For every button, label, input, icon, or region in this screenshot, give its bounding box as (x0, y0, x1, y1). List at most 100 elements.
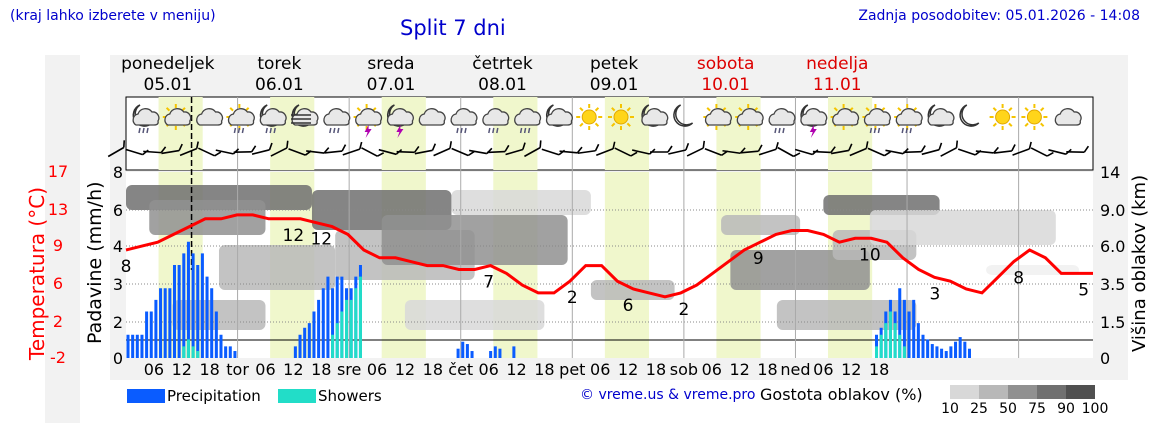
cloud-density-region (404, 300, 545, 330)
wind-barb (107, 140, 126, 158)
x-tick-label: 06 (590, 360, 610, 379)
copyright-link[interactable]: © vreme.us & vreme.pro (580, 387, 756, 403)
precipitation-bar (916, 323, 920, 358)
rain-drop (337, 127, 340, 134)
wind-barb (342, 141, 363, 156)
temperature-value-label: 12 (283, 226, 305, 246)
wind-barb-shaft (414, 149, 433, 155)
cloud-height-tick-label: 6.0 (1100, 237, 1125, 256)
wind-barb-shaft (777, 146, 794, 158)
temperature-value-label: 8 (121, 257, 132, 277)
cloud-rain-icon (450, 108, 478, 134)
cloud-shape (545, 108, 573, 126)
cloud-height-tick-label: 14 (1100, 163, 1120, 182)
showers-bar (884, 323, 888, 358)
night-cloud-icon (545, 104, 573, 127)
wind-barb (686, 140, 706, 157)
wind-barb (487, 144, 510, 154)
wind-barb-feather (251, 145, 257, 153)
precipitation-bar (958, 337, 962, 358)
wind-barb (451, 147, 475, 157)
wind-barb-feather (467, 150, 475, 157)
wind-barb (867, 147, 891, 157)
wind-barb-feather (883, 151, 891, 157)
sun-ray (626, 107, 631, 112)
precip-tick-label: 2 (113, 313, 123, 332)
precipitation-bar (461, 341, 465, 358)
precipitation-bar (326, 276, 330, 358)
cloud-shape (355, 108, 383, 126)
precipitation-bar (214, 311, 218, 358)
precip-tick-label: 3 (113, 275, 123, 294)
wind-barb-shaft (451, 147, 469, 157)
night-icon (673, 104, 694, 127)
wind-barb-shaft (179, 147, 198, 157)
sun-ray (992, 107, 997, 112)
wind-barb (668, 142, 690, 155)
precipitation-bar (498, 348, 502, 358)
wind-barb (414, 143, 437, 155)
precipitation-bar (293, 346, 297, 358)
cloud-density-region (721, 215, 801, 235)
x-tick-label: 18 (423, 360, 443, 379)
temperature-value-label: 2 (567, 288, 578, 308)
sun-ray (356, 107, 361, 112)
wind-barb (993, 144, 1016, 154)
wind-barb-shaft (921, 148, 940, 156)
precipitation-bar (228, 346, 232, 358)
day-name-label: sobota (697, 54, 755, 74)
wind-barb-shaft (468, 149, 488, 155)
sun-ray (1040, 122, 1045, 127)
cloud-shape (1054, 108, 1082, 126)
wind-barb-shaft (559, 150, 578, 154)
rain-drop (778, 127, 781, 134)
precipitation-bar (902, 299, 906, 358)
sun-ray (229, 107, 234, 112)
showers-bar (879, 334, 883, 358)
showers-bar (191, 346, 195, 358)
lightning-bolt (809, 125, 817, 138)
lightning-bolt (396, 125, 404, 138)
x-tick-label: 06 (702, 360, 722, 379)
cloud-density-region (218, 245, 336, 290)
wind-barb-feather (268, 142, 273, 151)
sun-ray (992, 122, 997, 127)
temperature-value-label: 12 (310, 230, 332, 250)
sun-ray (594, 107, 600, 112)
sun-ray (1040, 107, 1045, 112)
showers-bar (893, 323, 897, 358)
wind-barb-shaft (722, 149, 741, 155)
rain-drop (782, 127, 785, 134)
wind-barb-shaft (541, 148, 560, 156)
rain-drop (138, 127, 141, 134)
precipitation-bar (907, 311, 911, 358)
x-tick-label: tor (226, 360, 249, 379)
day-date-label: 11.01 (813, 75, 862, 95)
density-scale-label: 50 (999, 401, 1017, 417)
legend-label-showers: Showers (318, 387, 382, 405)
wind-barb-shaft (524, 146, 541, 158)
night-cloud-icon (927, 104, 955, 127)
sun-disc (1026, 109, 1042, 125)
wind-barb-shaft (885, 149, 904, 155)
wind-barb (505, 142, 526, 156)
sun-disc (613, 109, 629, 125)
wind-barb-feather (504, 144, 510, 152)
x-tick-label: 06 (144, 360, 164, 379)
x-tick-label: 18 (869, 360, 889, 379)
density-scale-label: 100 (1081, 401, 1109, 417)
cloud-rain-icon (323, 108, 351, 134)
day-date-label: 08.01 (478, 75, 527, 95)
precipitation-bar (126, 334, 130, 358)
temperature-value-label: 7 (483, 273, 494, 293)
moon-shape (673, 104, 694, 127)
wind-barb (812, 146, 836, 154)
showers-bar (349, 299, 353, 358)
rain-drop (523, 127, 527, 134)
cloud-height-axis-title: Višina oblakov (km) (1129, 174, 1150, 352)
precipitation-bar (163, 288, 167, 358)
wind-barb-feather (702, 140, 706, 149)
precipitation-bar (912, 299, 916, 358)
day-date-label: 07.01 (367, 75, 416, 95)
sun-storm-icon (353, 104, 383, 138)
